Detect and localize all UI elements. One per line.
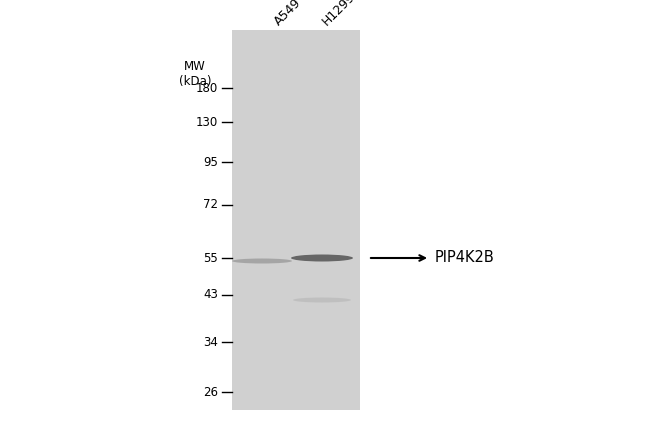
Text: 130: 130: [196, 116, 218, 129]
Text: 26: 26: [203, 386, 218, 398]
Bar: [232, 30, 360, 410]
Text: H1299: H1299: [320, 0, 358, 28]
Text: 95: 95: [203, 155, 218, 168]
Ellipse shape: [232, 259, 292, 263]
Text: 55: 55: [203, 252, 218, 265]
Text: A549: A549: [272, 0, 304, 28]
Ellipse shape: [291, 254, 353, 262]
Text: 72: 72: [203, 198, 218, 211]
Text: MW
(kDa): MW (kDa): [179, 60, 211, 88]
Ellipse shape: [293, 298, 351, 303]
Text: 34: 34: [203, 335, 218, 349]
Text: 180: 180: [196, 81, 218, 95]
Text: 43: 43: [203, 289, 218, 301]
Text: PIP4K2B: PIP4K2B: [435, 251, 495, 265]
